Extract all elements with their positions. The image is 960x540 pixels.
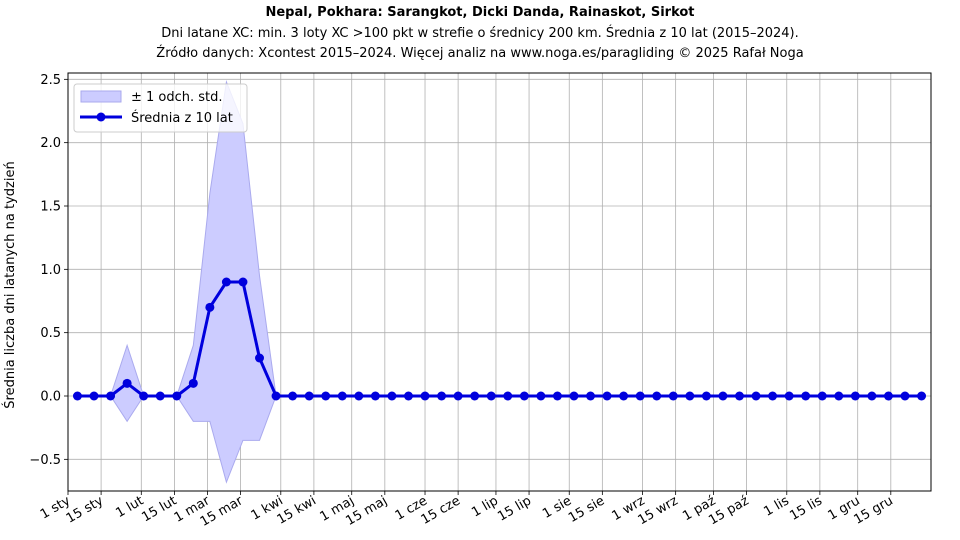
data-point: [751, 391, 761, 401]
data-point: [586, 391, 596, 401]
data-point: [917, 391, 927, 401]
data-point: [734, 391, 744, 401]
mean-series: [77, 280, 922, 398]
y-tick-label: 2.0: [40, 136, 61, 151]
data-point: [503, 391, 513, 401]
data-point: [188, 378, 198, 388]
data-point: [619, 391, 629, 401]
data-point: [337, 391, 347, 401]
data-point: [834, 391, 844, 401]
data-point: [122, 378, 132, 388]
x-tick-label: 15 sie: [566, 493, 607, 526]
std-band: [77, 79, 922, 484]
data-point: [519, 391, 529, 401]
chart-subtitle-line-2: Źródło danych: Xcontest 2015–2024. Więce…: [156, 45, 803, 61]
legend-band-swatch: [80, 90, 122, 103]
plot-frame: [67, 72, 932, 492]
x-tick-label: 1 lis: [761, 493, 792, 519]
data-point: [106, 391, 116, 401]
mean-line: [77, 280, 922, 398]
legend-line-marker: [96, 112, 106, 122]
data-point: [89, 391, 99, 401]
data-point: [172, 391, 182, 401]
data-point: [255, 353, 265, 363]
x-tick-label: 15 kwi: [275, 493, 319, 527]
data-point: [139, 391, 149, 401]
data-point: [288, 391, 298, 401]
data-point: [900, 391, 910, 401]
data-point: [801, 391, 811, 401]
data-point: [221, 277, 231, 287]
y-tick-label: 1.0: [40, 263, 61, 278]
y-tick-label: 0.0: [40, 390, 61, 405]
y-tick-label: 2.5: [40, 73, 61, 88]
data-point: [701, 391, 711, 401]
mean-markers: [72, 277, 927, 401]
data-point: [850, 391, 860, 401]
data-point: [652, 391, 662, 401]
x-tick-label: 15 lip: [495, 493, 534, 524]
legend: ± 1 odch. std. Średnia z 10 lat: [73, 83, 248, 133]
data-point: [420, 391, 430, 401]
data-point: [470, 391, 480, 401]
y-axis: −0.5 0.0 0.5 1.0 1.5 2.0 2.5: [29, 73, 68, 468]
data-point: [768, 391, 778, 401]
x-tick-label: 15 lis: [787, 493, 825, 523]
x-tick-label: 1 lip: [469, 493, 501, 520]
data-point: [271, 391, 281, 401]
data-point: [155, 391, 165, 401]
data-point: [668, 391, 678, 401]
data-point: [304, 391, 314, 401]
data-point: [321, 391, 331, 401]
data-point: [387, 391, 397, 401]
data-point: [238, 277, 248, 287]
data-point: [867, 391, 877, 401]
data-point: [817, 391, 827, 401]
data-point: [569, 391, 579, 401]
data-point: [72, 391, 82, 401]
data-point: [602, 391, 612, 401]
data-point: [437, 391, 447, 401]
data-point: [784, 391, 794, 401]
data-point: [453, 391, 463, 401]
data-point: [370, 391, 380, 401]
legend-band-label: ± 1 odch. std.: [131, 90, 223, 105]
data-point: [685, 391, 695, 401]
data-point: [635, 391, 645, 401]
y-axis-label: Średnia liczba dni latanych na tydzień: [2, 161, 18, 408]
data-point: [403, 391, 413, 401]
data-point: [354, 391, 364, 401]
data-point: [536, 391, 546, 401]
data-point: [718, 391, 728, 401]
grid: [67, 73, 931, 491]
x-tick-label: 15 sty: [64, 493, 107, 526]
data-point: [205, 302, 215, 312]
data-point: [883, 391, 893, 401]
std-band-area: [77, 79, 922, 484]
y-tick-label: −0.5: [29, 453, 61, 468]
data-point: [486, 391, 496, 401]
x-tick-label: 15 lut: [139, 493, 179, 525]
y-tick-label: 1.5: [40, 200, 61, 215]
y-tick-label: 0.5: [40, 326, 61, 341]
chart-subtitle-line-1: Dni latane XC: min. 3 loty XC >100 pkt w…: [161, 25, 799, 41]
chart-title: Nepal, Pokhara: Sarangkot, Dicki Danda, …: [265, 5, 694, 20]
data-point: [552, 391, 562, 401]
legend-line-label: Średnia z 10 lat: [131, 110, 233, 126]
